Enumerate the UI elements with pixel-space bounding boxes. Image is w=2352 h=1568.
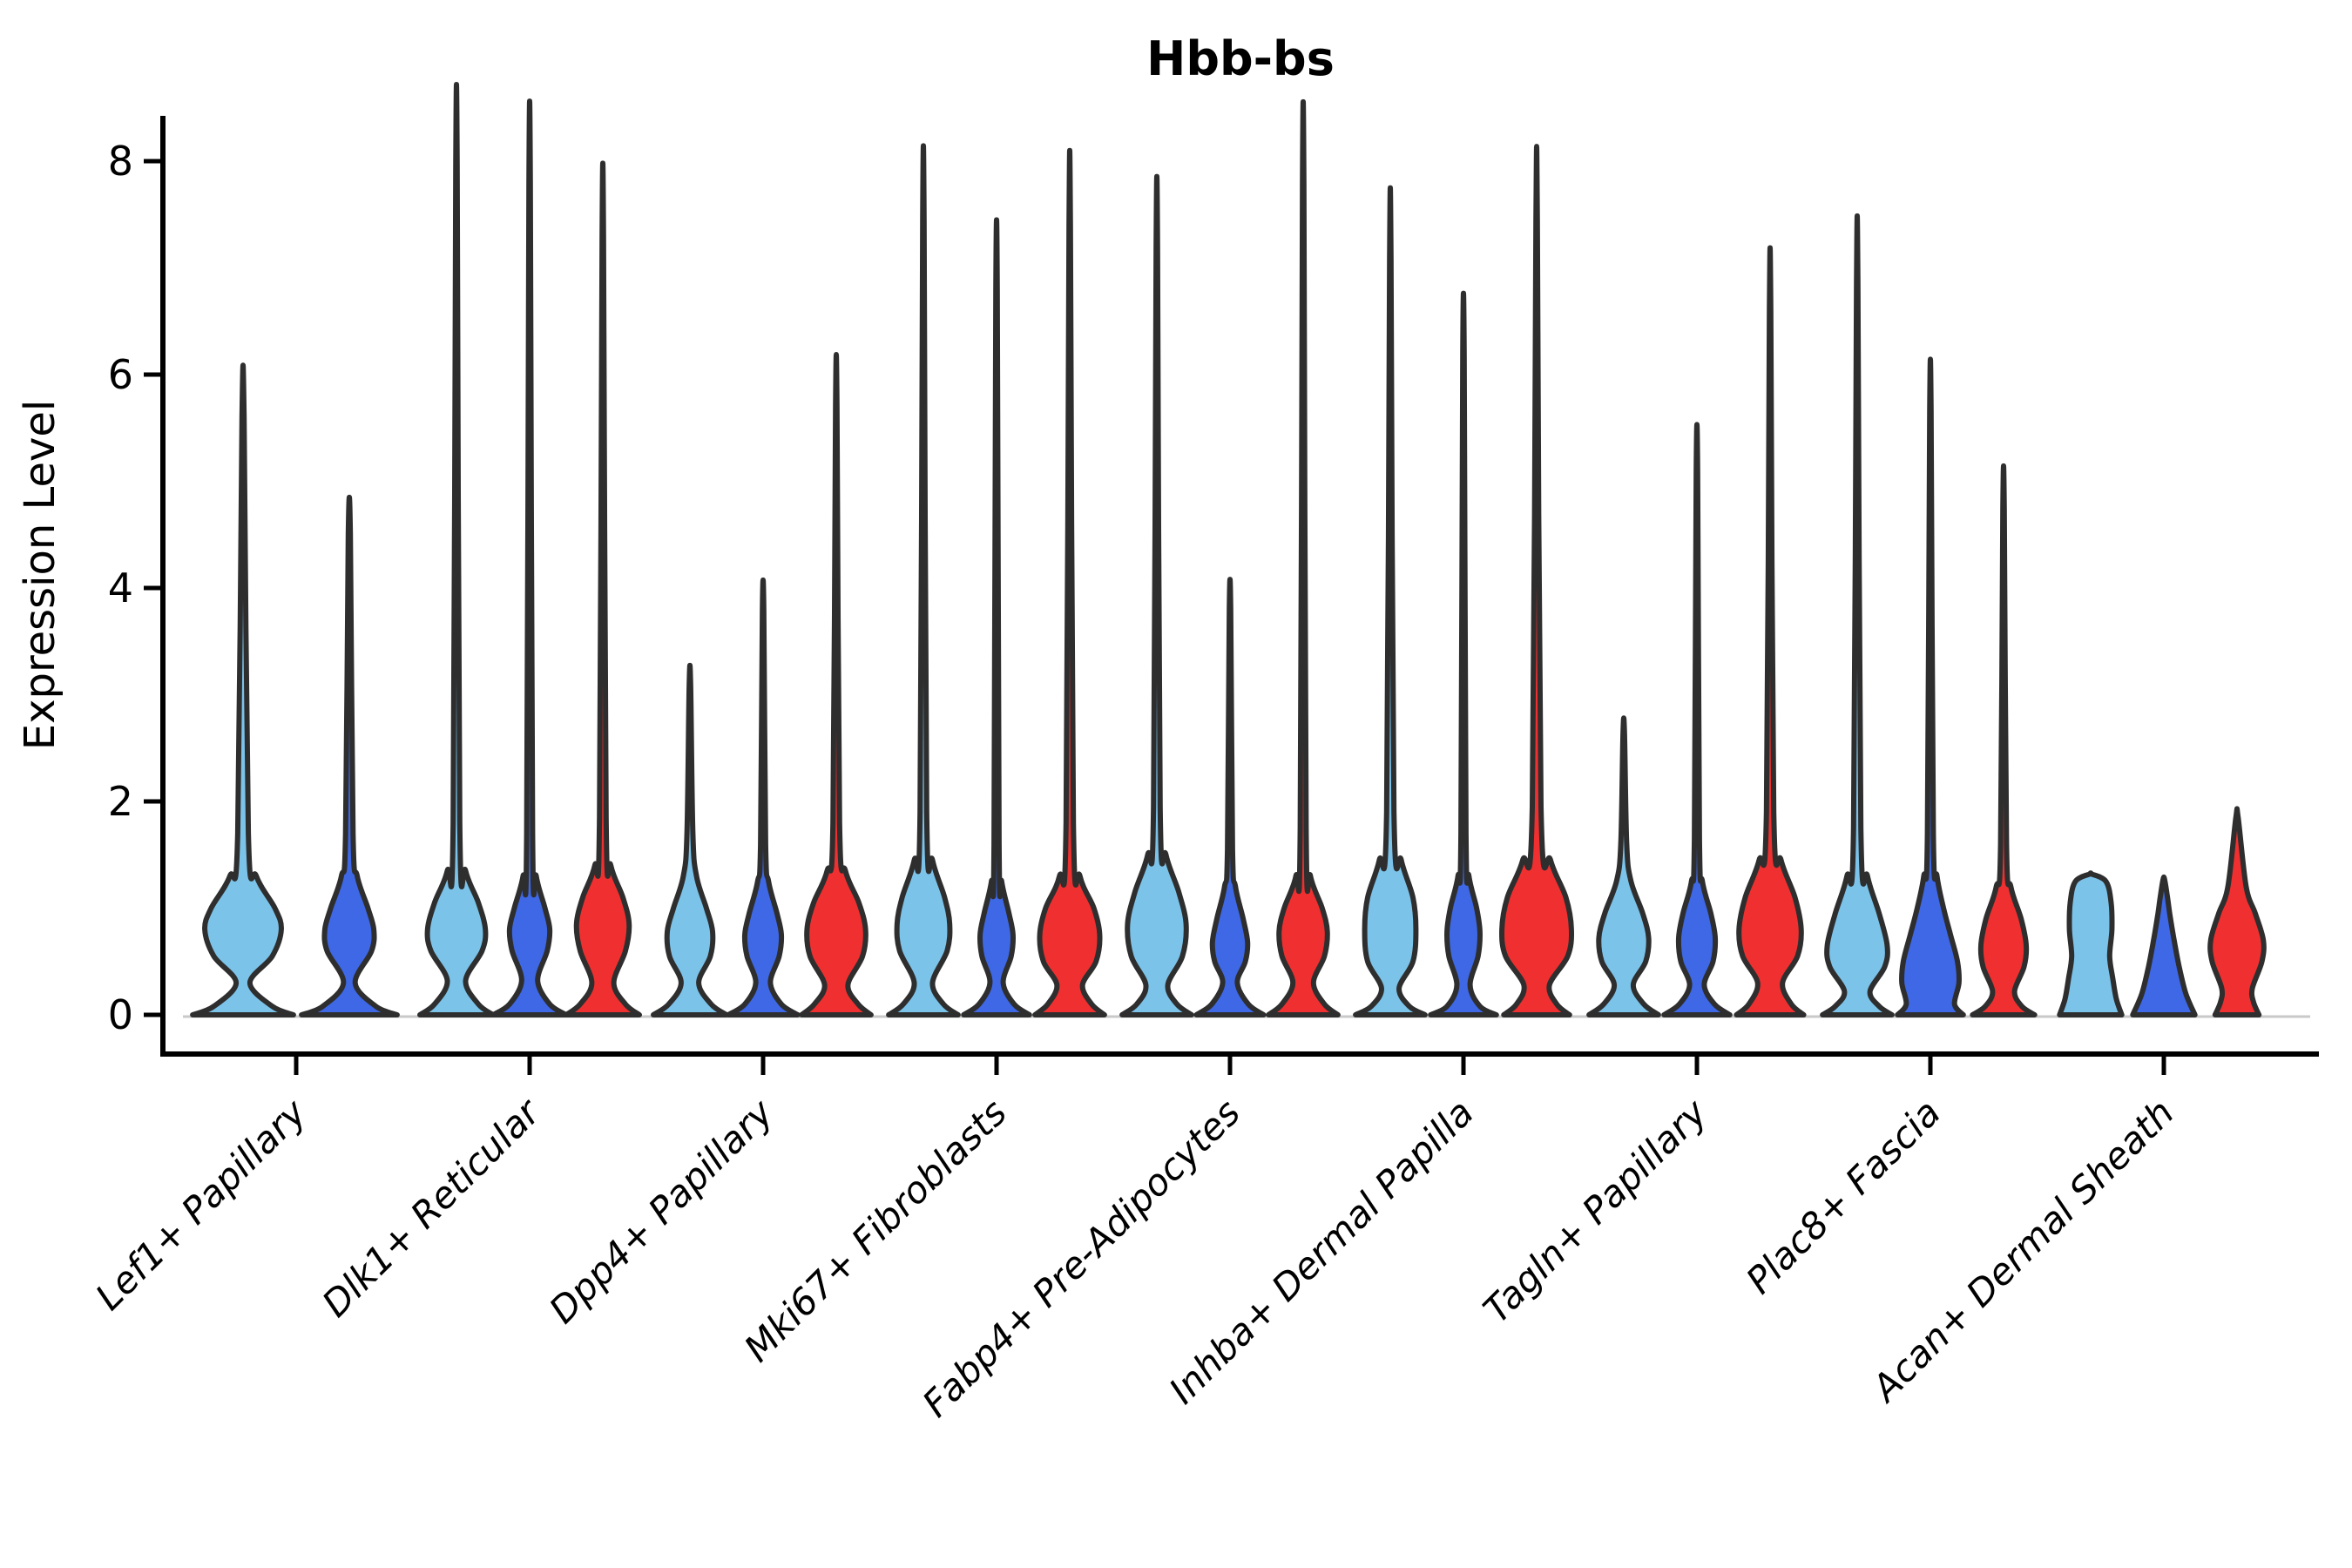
violin-dlk1-reticular-red (564, 160, 642, 1017)
y-axis-label: Expression Level (16, 400, 64, 751)
violin-dpp4-papillary-red (799, 352, 874, 1017)
violin-fabp4-pre-adipocytes-red (1266, 98, 1341, 1017)
violin-dpp4-papillary-light_blue (651, 662, 729, 1017)
violin-inhba-dermal-papilla-dark_blue (1428, 290, 1499, 1017)
x-category-label-tagln-papillary: Tagln+ Papillary (1475, 1091, 1716, 1332)
violin-mki67-fibroblasts-red (1032, 147, 1107, 1017)
violin-acan-dermal-sheath-red (2207, 806, 2267, 1017)
y-tick-label: 2 (108, 778, 133, 825)
y-tick-label: 8 (108, 138, 133, 185)
violin-mki67-fibroblasts-light_blue (886, 143, 961, 1017)
violin-inhba-dermal-papilla-light_blue (1353, 186, 1428, 1017)
x-category-label-dpp4-papillary: Dpp4+ Papillary (541, 1091, 782, 1332)
violin-dlk1-reticular-light_blue (417, 81, 496, 1017)
y-tick-label: 6 (108, 351, 133, 398)
axis-layer: 0 2 4 6 8 Lef1+ Papillary Dlk1+ ReticularDpp4+… (87, 116, 2319, 1425)
y-tick-label: 0 (108, 991, 133, 1038)
violin-fabp4-pre-adipocytes-dark_blue (1193, 577, 1267, 1017)
violin-lef1-papillary-dark_blue (299, 495, 400, 1017)
x-category-label-lef1-papillary: Lef1+ Papillary (87, 1091, 315, 1319)
y-tick-label: 4 (108, 564, 133, 612)
violin-acan-dermal-sheath-dark_blue (2130, 874, 2198, 1017)
violin-tagln-papillary-light_blue (1586, 715, 1661, 1017)
violin-tagln-papillary-dark_blue (1661, 422, 1733, 1017)
violin-dpp4-papillary-dark_blue (726, 577, 801, 1017)
violin-acan-dermal-sheath-light_blue (2057, 870, 2125, 1017)
x-category-label-plac8-fascia: Plac8+ Fascia (1738, 1091, 1949, 1301)
violin-tagln-papillary-red (1734, 245, 1807, 1017)
violin-inhba-dermal-papilla-red (1499, 144, 1575, 1017)
plot-layer (183, 81, 2310, 1018)
violin-dlk1-reticular-dark_blue (490, 98, 569, 1017)
violin-fabp4-pre-adipocytes-light_blue (1119, 173, 1194, 1017)
violin-lef1-papillary-light_blue (190, 362, 296, 1017)
violin-plac8-fascia-dark_blue (1895, 356, 1966, 1017)
x-category-label-mki67-fibroblasts: Mki67+ Fibroblasts (736, 1091, 1015, 1369)
x-category-label-dlk1-reticular: Dlk1+ Reticular (314, 1089, 550, 1325)
violin-plac8-fascia-red (1970, 463, 2038, 1017)
violin-mki67-fibroblasts-dark_blue (961, 217, 1032, 1017)
chart-title: Hbb-bs (1146, 31, 1335, 86)
violin-plac8-fascia-light_blue (1820, 213, 1895, 1017)
